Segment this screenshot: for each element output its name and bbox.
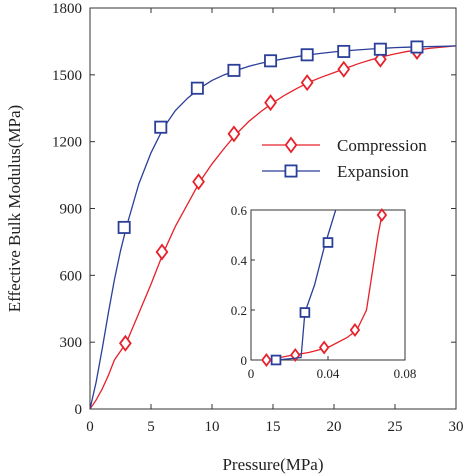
- y-tick-label: 300: [60, 335, 83, 351]
- inset-y-tick-label: 0: [241, 353, 248, 368]
- inset-expansion-point: [299, 307, 311, 318]
- expansion-point: [227, 63, 241, 77]
- y-tick-label: 1200: [52, 135, 82, 151]
- y-tick-label: 0: [75, 402, 83, 418]
- x-axis-label: Pressure(MPa): [222, 455, 323, 474]
- inset-compression-point: [318, 340, 330, 355]
- legend-expansion-marker: [284, 164, 298, 178]
- inset-compression-line: [266, 214, 383, 360]
- x-tick-label: 20: [327, 419, 342, 435]
- x-tick-label: 10: [205, 419, 220, 435]
- compression-point: [119, 334, 132, 352]
- inset-compression-point: [376, 208, 388, 222]
- expansion-point: [264, 54, 278, 68]
- compression-point: [192, 173, 205, 191]
- inset-frame: [250, 209, 406, 361]
- inset-y-tick-label: 0.6: [231, 203, 248, 218]
- compression-point: [373, 50, 387, 68]
- compression-point: [155, 243, 169, 261]
- compression-point: [227, 125, 241, 143]
- compression-point: [337, 60, 351, 78]
- legend: Compression Expansion: [262, 136, 427, 181]
- inset-compression-point: [261, 353, 272, 367]
- x-tick-label: 0: [86, 419, 94, 435]
- y-tick-label: 600: [60, 268, 83, 284]
- legend-compression-marker: [284, 136, 298, 154]
- x-tick-label: 5: [147, 419, 155, 435]
- inset-x-tick-label: 0.04: [317, 366, 340, 381]
- x-tick-label: 25: [388, 419, 403, 435]
- inset-x-tick-label: 0: [248, 366, 255, 381]
- expansion-point: [117, 220, 131, 234]
- inset-x-tick-label: 0.08: [394, 366, 417, 381]
- inset-expansion-point: [322, 237, 334, 248]
- expansion-point: [373, 42, 387, 56]
- inset-expansion-point: [270, 354, 282, 366]
- expansion-point: [337, 44, 351, 58]
- compression-point: [300, 74, 314, 92]
- expansion-point: [154, 120, 168, 134]
- inset-y-tick-label: 0.4: [231, 253, 248, 268]
- compression-point: [264, 94, 277, 112]
- x-tick-label: 15: [266, 419, 281, 435]
- y-tick-label: 1500: [52, 68, 82, 84]
- x-tick-label: 30: [449, 419, 464, 435]
- expansion-point: [300, 48, 314, 62]
- inset-compression-point: [349, 323, 361, 337]
- y-axis-label: Effective Bulk Modulus(MPa): [5, 105, 24, 312]
- y-tick-label: 1800: [52, 1, 82, 17]
- expansion-point: [190, 81, 204, 95]
- expansion-line: [90, 45, 456, 409]
- expansion-point: [410, 40, 424, 54]
- inset-plot: 0 0.04 0.08 0 0.2 0.4 0.6: [231, 203, 417, 381]
- y-tick-label: 900: [60, 202, 83, 218]
- legend-compression-label: Compression: [337, 136, 427, 155]
- main-plot: 0 5 10 15 20 25 300300600900120015001800Pressu…: [5, 1, 464, 474]
- inset-y-tick-label: 0.2: [231, 303, 247, 318]
- legend-expansion-label: Expansion: [337, 162, 409, 181]
